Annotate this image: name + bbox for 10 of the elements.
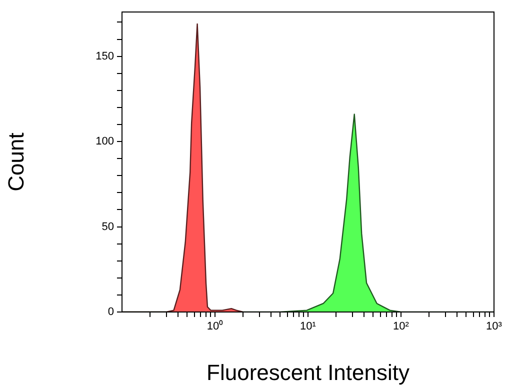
y-tick-label: 100 xyxy=(96,136,114,148)
y-axis-title: Count xyxy=(3,132,28,192)
x-tick-label: 10⁰ xyxy=(206,320,224,333)
x-tick-label: 10³ xyxy=(486,320,502,333)
x-axis-title: Fluorescent Intensity xyxy=(206,360,410,385)
x-tick-label: 10¹ xyxy=(300,320,316,333)
y-tick-label: 50 xyxy=(102,220,114,233)
x-tick-label: 10² xyxy=(393,320,410,333)
y-tick-label: 0 xyxy=(108,306,114,318)
y-tick-label: 150 xyxy=(96,50,114,62)
